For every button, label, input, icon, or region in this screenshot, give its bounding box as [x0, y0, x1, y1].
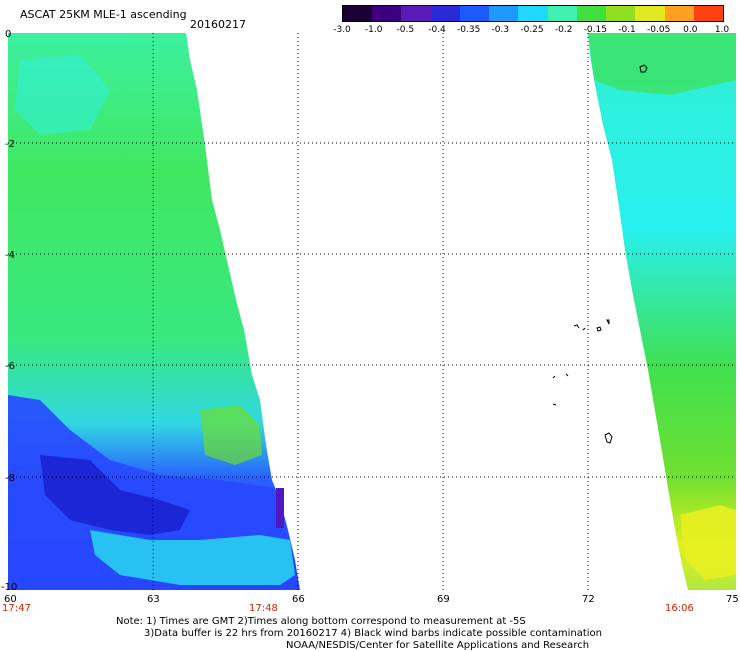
- color-scale-swatch: [547, 6, 577, 21]
- y-tick-label: 0: [5, 29, 11, 40]
- y-tick-label: -8: [5, 473, 15, 484]
- left-swath-green-patch: [200, 405, 262, 465]
- right-swath-green-top: [588, 33, 736, 95]
- color-scale-label: -0.5: [396, 25, 415, 35]
- color-scale-swatch: [459, 6, 490, 21]
- color-scale-bar: [342, 5, 724, 22]
- x-tick-label: 75: [726, 594, 739, 605]
- color-scale-swatch: [664, 6, 694, 21]
- color-scale-label: -0.3: [491, 25, 510, 35]
- x-tick-label: 60: [4, 594, 17, 605]
- left-swath-cyan-band: [90, 530, 295, 585]
- color-scale-labels: -3.0 -1.0 -0.5 -0.4 -0.35 -0.3 -0.25 -0.2 -0.15 -…: [330, 25, 740, 37]
- color-scale-label: -3.0: [333, 25, 351, 35]
- y-tick-label: -6: [5, 361, 15, 372]
- right-swath-yellow-patch: [680, 505, 736, 580]
- footnote-line: Note: 1) Times are GMT 2)Times along bot…: [116, 616, 526, 627]
- color-scale-swatch: [489, 6, 519, 21]
- product-title: ASCAT 25KM MLE-1 ascending: [20, 8, 187, 21]
- x-tick-label: 66: [292, 594, 305, 605]
- pass-time-label: 17:47: [2, 603, 31, 614]
- island-outline: [552, 373, 569, 406]
- color-scale-swatch: [635, 6, 665, 21]
- y-tick-label: -10: [1, 582, 17, 593]
- footnote-line: NOAA/NESDIS/Center for Satellite Applica…: [286, 640, 590, 651]
- color-scale-swatch: [343, 6, 373, 21]
- color-scale-label: -1.0: [364, 25, 383, 35]
- island-outline: [604, 432, 613, 444]
- island-outline: [573, 319, 610, 332]
- x-tick-label: 72: [582, 594, 595, 605]
- color-scale-swatch: [693, 6, 724, 21]
- color-scale-swatch: [606, 6, 636, 21]
- color-scale-swatch: [401, 6, 431, 21]
- color-scale-label: 1.0: [714, 25, 730, 35]
- color-scale-swatch: [576, 6, 607, 21]
- color-scale-label: -0.35: [457, 25, 481, 35]
- color-scale-label: -0.1: [618, 25, 636, 35]
- pass-time-label: 16:06: [665, 603, 694, 614]
- color-scale-swatch: [518, 6, 548, 21]
- x-tick-label: 69: [437, 594, 450, 605]
- product-date: 20160217: [190, 18, 246, 31]
- color-scale-swatch: [430, 6, 460, 21]
- color-scale-swatch: [372, 6, 402, 21]
- left-swath-cyan-upper: [15, 55, 110, 135]
- left-swath-purple-edge: [276, 488, 284, 528]
- color-scale-label: -0.15: [583, 25, 607, 35]
- right-swath: [588, 33, 736, 590]
- x-tick-label: 63: [147, 594, 160, 605]
- color-scale-label: 0.0: [683, 25, 698, 35]
- y-tick-label: -4: [5, 250, 15, 261]
- y-tick-label: -2: [5, 139, 15, 150]
- pass-time-label: 17:48: [249, 603, 278, 614]
- color-scale-label: -0.05: [647, 25, 671, 35]
- color-scale-label: -0.2: [554, 25, 573, 35]
- map-grid: [8, 33, 736, 590]
- island-outline: [639, 64, 648, 73]
- color-scale-label: -0.25: [520, 25, 544, 35]
- left-swath-darkest-region: [40, 455, 190, 535]
- footnote-line: 3)Data buffer is 22 hrs from 20160217 4)…: [144, 628, 602, 639]
- color-scale-label: -0.4: [428, 25, 446, 35]
